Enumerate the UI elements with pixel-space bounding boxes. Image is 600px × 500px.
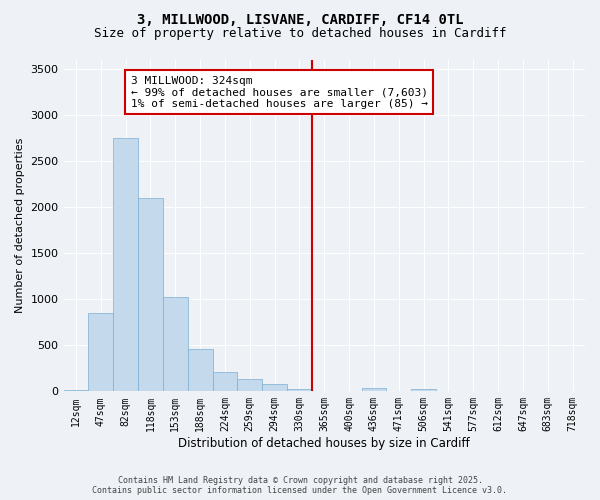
Bar: [113, 138, 138, 392]
Y-axis label: Number of detached properties: Number of detached properties: [15, 138, 25, 314]
Text: 3 MILLWOOD: 324sqm
← 99% of detached houses are smaller (7,603)
1% of semi-detac: 3 MILLWOOD: 324sqm ← 99% of detached hou…: [131, 76, 428, 109]
Bar: [287, 388, 312, 392]
Bar: [88, 313, 113, 392]
Bar: [362, 388, 386, 392]
Text: Contains HM Land Registry data © Crown copyright and database right 2025.
Contai: Contains HM Land Registry data © Crown c…: [92, 476, 508, 495]
Bar: [212, 372, 238, 392]
Text: 3, MILLWOOD, LISVANE, CARDIFF, CF14 0TL: 3, MILLWOOD, LISVANE, CARDIFF, CF14 0TL: [137, 12, 463, 26]
Bar: [262, 384, 287, 392]
Bar: [64, 390, 88, 392]
Bar: [163, 298, 188, 392]
Bar: [138, 198, 163, 392]
Bar: [238, 380, 262, 392]
Bar: [188, 349, 212, 392]
Bar: [411, 390, 436, 392]
Text: Size of property relative to detached houses in Cardiff: Size of property relative to detached ho…: [94, 28, 506, 40]
X-axis label: Distribution of detached houses by size in Cardiff: Distribution of detached houses by size …: [178, 437, 470, 450]
